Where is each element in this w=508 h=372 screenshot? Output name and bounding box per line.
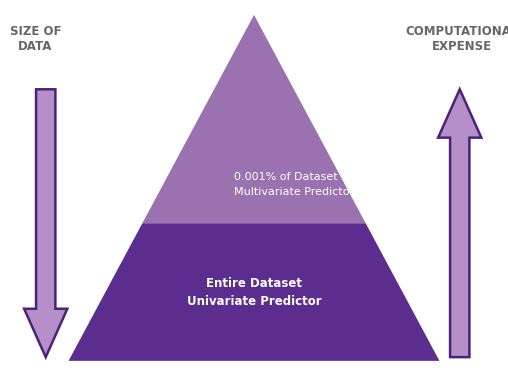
Text: Entire Dataset
Univariate Predictor: Entire Dataset Univariate Predictor (186, 276, 322, 308)
Text: COMPUTATIONAL
EXPENSE: COMPUTATIONAL EXPENSE (405, 25, 508, 53)
Text: SIZE OF
DATA: SIZE OF DATA (10, 25, 61, 53)
Polygon shape (438, 89, 482, 357)
Text: 0.001% of Dataset
Multivariate Predictor: 0.001% of Dataset Multivariate Predictor (234, 172, 354, 197)
Polygon shape (69, 223, 439, 361)
Polygon shape (24, 89, 67, 357)
Polygon shape (142, 15, 366, 223)
